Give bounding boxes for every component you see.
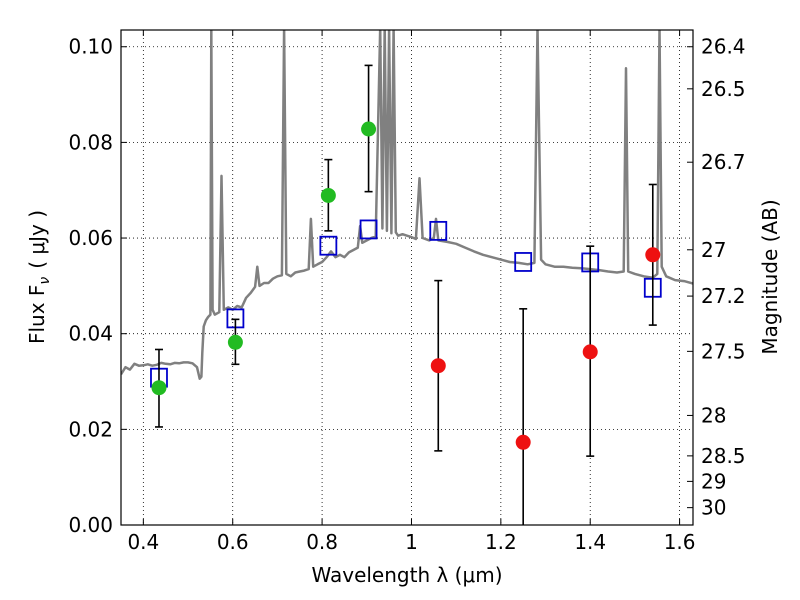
y-axis-label-unit: ( μJy ) <box>25 210 49 269</box>
axis-ticks: 0.4 0.6 0.8 1 1.2 1.4 1.6 0.00 0.02 0.04 0.06 0.08 0… <box>68 30 746 554</box>
y-axis-label-main: Flux F <box>25 285 49 344</box>
model-square-marker <box>514 252 533 272</box>
detected-flux-point <box>227 334 243 350</box>
y-axis-label: Flux Fν ( μJy ) <box>25 210 53 344</box>
mag-tick-label: 27.5 <box>701 339 746 363</box>
x-tick-label: 1 <box>405 530 418 554</box>
detected-flux-point <box>151 380 167 396</box>
y-tick-label: 0.04 <box>68 322 113 346</box>
plot-frame <box>120 29 694 526</box>
sed-spectrum <box>121 30 693 380</box>
model-square-marker <box>319 235 338 256</box>
y-tick-label: 0.02 <box>68 417 113 441</box>
mag-tick-label: 26.5 <box>701 77 746 101</box>
mag-tick-label: 29 <box>701 469 726 493</box>
detected-flux-point <box>320 187 336 203</box>
x-tick-label: 0.4 <box>127 530 159 554</box>
y-axis-label-sub: ν <box>37 277 53 285</box>
x-axis-label: Wavelength λ (μm) <box>311 563 502 587</box>
mag-tick-label: 27 <box>701 238 726 262</box>
x-tick-label: 1.6 <box>664 530 696 554</box>
y2-axis-label: Magnitude (AB) <box>758 199 782 354</box>
y-tick-label: 0.08 <box>68 130 113 154</box>
y-tick-label: 0.10 <box>68 35 113 59</box>
model-square-marker <box>429 220 448 241</box>
nondetected-flux-point <box>515 434 531 450</box>
nondetected-flux-point <box>645 247 661 263</box>
mag-tick-label: 26.4 <box>701 35 746 59</box>
mag-tick-label: 28.5 <box>701 444 746 468</box>
x-tick-label: 1.2 <box>485 530 517 554</box>
x-tick-label: 0.8 <box>306 530 338 554</box>
nondetected-flux-point <box>430 358 446 374</box>
mag-tick-label: 28 <box>701 403 726 427</box>
x-tick-label: 1.4 <box>574 530 606 554</box>
svg-text:Flux Fν( μJy ): Flux Fν ( μJy ) <box>25 210 53 344</box>
mag-tick-label: 27.2 <box>701 284 746 308</box>
plot-background <box>121 30 693 525</box>
y-tick-label: 0.00 <box>68 513 113 537</box>
model-square-marker <box>359 219 378 240</box>
sed-line <box>121 30 693 380</box>
svg-text:Magnitude (AB): Magnitude (AB) <box>758 199 782 354</box>
data-points <box>150 64 662 525</box>
detected-flux-point <box>361 121 377 137</box>
mag-tick-label: 26.7 <box>701 150 746 174</box>
y-tick-label: 0.06 <box>68 226 113 250</box>
x-tick-label: 0.6 <box>217 530 249 554</box>
mag-tick-label: 30 <box>701 496 726 520</box>
nondetected-flux-point <box>582 344 598 360</box>
